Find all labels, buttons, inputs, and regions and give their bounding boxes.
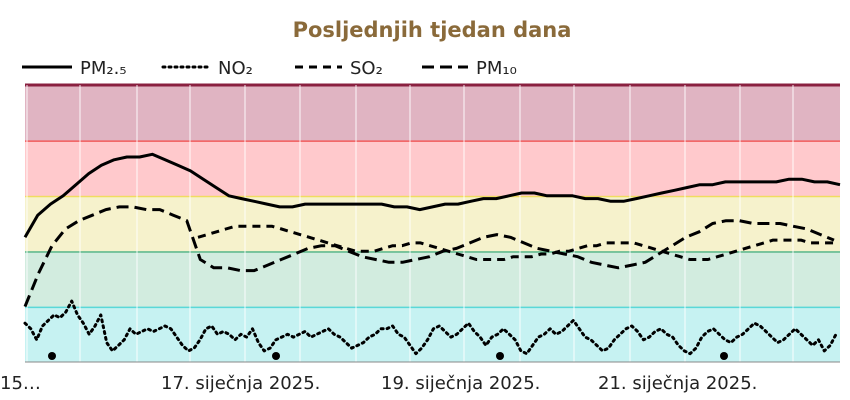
legend-item-pm10[interactable]: PM₁₀ [422, 58, 517, 79]
legend-item-so2[interactable]: SO₂ [295, 58, 383, 79]
series-line-no2 [23, 299, 838, 356]
x-tick-label: 15… [0, 373, 41, 394]
day-marker [48, 352, 56, 360]
band-very-poor [25, 85, 840, 141]
chart-title: Posljednjih tjedan dana [293, 18, 572, 42]
day-marker [496, 352, 504, 360]
legend-label-so2: SO₂ [350, 58, 383, 79]
series-line-so2 [197, 224, 838, 261]
legend-label-pm10: PM₁₀ [476, 58, 517, 79]
legend-label-pm25: PM₂.₅ [80, 58, 127, 79]
plot-area [23, 83, 841, 363]
series-line-pm10 [23, 205, 835, 308]
day-marker [272, 352, 280, 360]
legend: PM₂.₅ NO₂ SO₂ PM₁₀ [22, 58, 517, 79]
x-tick-label: 19. siječnja 2025. [381, 373, 540, 394]
band-moderate [25, 195, 840, 252]
day-marker [720, 352, 728, 360]
legend-label-no2: NO₂ [218, 58, 253, 79]
band-poor [25, 140, 840, 196]
legend-item-no2[interactable]: NO₂ [161, 58, 253, 79]
series-line-pm25 [23, 152, 841, 239]
band-fair [25, 251, 840, 307]
x-tick-label: 17. siječnja 2025. [161, 373, 320, 394]
x-axis: 15… 17. siječnja 2025. 19. siječnja 2025… [0, 373, 757, 394]
legend-item-pm25[interactable]: PM₂.₅ [22, 58, 127, 79]
x-tick-label: 21. siječnja 2025. [598, 373, 757, 394]
